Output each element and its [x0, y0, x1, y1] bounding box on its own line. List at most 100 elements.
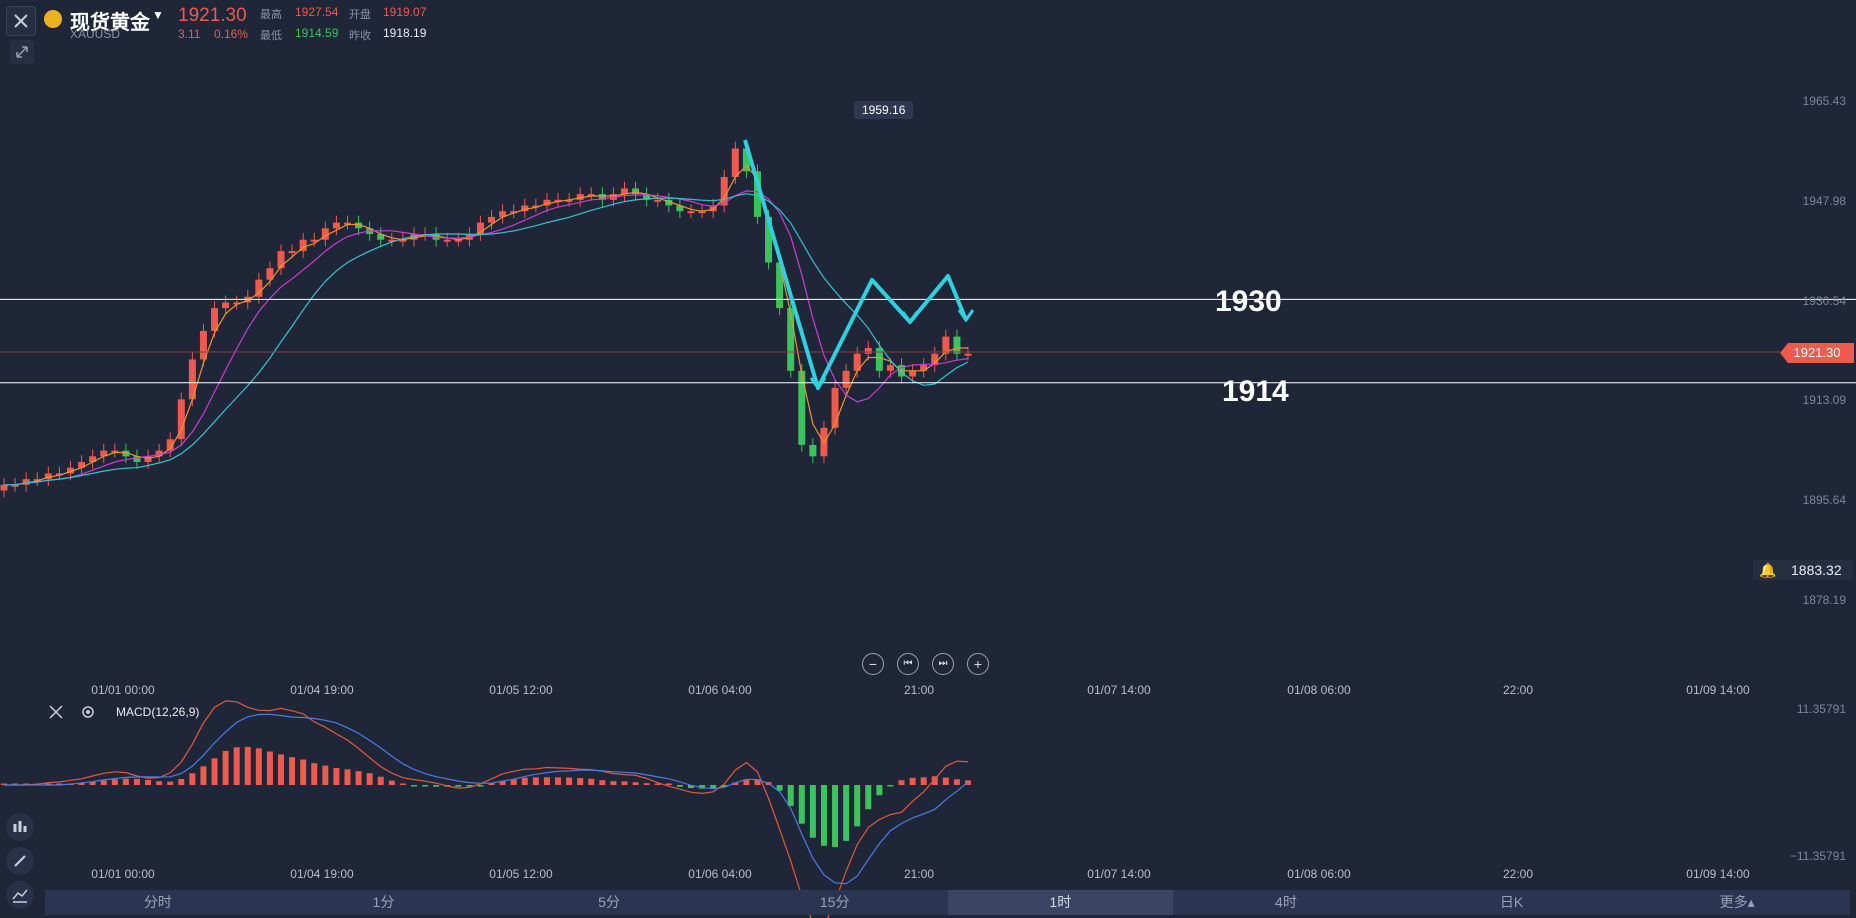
open-value: 1919.07: [383, 5, 427, 19]
indicator-button[interactable]: [6, 813, 34, 841]
macd-bar: [854, 785, 861, 827]
indicator-settings-button[interactable]: [80, 704, 96, 720]
candle-body: [842, 370, 850, 388]
x-tick: 01/09 14:00: [1686, 867, 1750, 881]
y-tick: 1913.09: [1802, 393, 1846, 407]
candle-body: [676, 205, 684, 212]
candle-body: [443, 239, 451, 242]
candle-body: [698, 211, 706, 214]
x-tick: 21:00: [903, 683, 935, 697]
macd-bar: [521, 777, 528, 785]
dropdown-caret-icon[interactable]: ▼: [152, 8, 164, 22]
zoom-out-button[interactable]: −: [862, 653, 884, 675]
close-indicator-button[interactable]: [48, 704, 64, 720]
candle-body: [410, 234, 418, 240]
jump-first-button[interactable]: ⏮: [897, 653, 919, 675]
x-tick: 21:00: [903, 867, 935, 881]
macd-bar: [133, 778, 140, 785]
bell-icon: 🔔: [1759, 562, 1777, 578]
arrow-head: [809, 377, 827, 391]
macd-bar: [787, 785, 794, 807]
candle-body: [89, 456, 97, 463]
jump-last-button[interactable]: ⏭: [932, 653, 954, 675]
close-icon: [14, 14, 28, 28]
x-tick: 01/04 19:00: [290, 867, 354, 881]
high-label: 最高: [260, 9, 282, 21]
chart-style-button[interactable]: [6, 881, 34, 909]
x-tick: 01/01 00:00: [91, 867, 155, 881]
tab-5min[interactable]: 5分: [598, 894, 620, 910]
candle-body: [332, 222, 340, 229]
macd-bar: [56, 783, 63, 785]
macd-bar: [178, 779, 185, 785]
y-tick: 1930.54: [1802, 294, 1846, 308]
candle-body: [709, 205, 717, 212]
macd-bar: [887, 785, 894, 787]
symbol-name[interactable]: 现货黄金: [70, 12, 150, 34]
candle-body: [521, 205, 529, 212]
candle-body: [133, 456, 141, 463]
macd-bar: [122, 778, 129, 785]
macd-bar: [566, 777, 573, 785]
macd-bar: [732, 782, 739, 785]
macd-bar: [721, 785, 728, 787]
tab-1hour[interactable]: 1时: [947, 890, 1174, 915]
macd-bar: [422, 785, 429, 787]
tab-time-share[interactable]: 分时: [143, 894, 172, 910]
low-label: 最低: [260, 30, 282, 42]
candle-body: [388, 239, 396, 242]
macd-dea-line: [4, 713, 969, 885]
macd-bar: [488, 783, 495, 785]
macd-bar: [543, 777, 550, 785]
candle-body: [720, 177, 728, 206]
close-button[interactable]: [6, 6, 36, 36]
x-tick: 01/05 12:00: [489, 867, 553, 881]
macd-bar: [12, 783, 19, 785]
macd-bar: [610, 781, 617, 785]
candle-body: [499, 211, 507, 217]
indicator-icon: [13, 821, 27, 832]
tab-15min[interactable]: 15分: [819, 894, 850, 910]
candle-body: [853, 353, 861, 371]
settings-gear-icon: [82, 706, 94, 718]
candle-body: [288, 251, 296, 254]
macd-bar: [255, 748, 262, 785]
macd-bar: [111, 779, 118, 785]
candle-body: [576, 194, 584, 200]
macd-bar: [632, 782, 639, 785]
macd-bar: [710, 785, 717, 790]
price-alert[interactable]: 🔔 1883.32: [1753, 560, 1853, 580]
macd-bar: [355, 771, 362, 785]
candle-body: [211, 308, 219, 331]
draw-button[interactable]: [6, 847, 34, 875]
candle-body: [864, 348, 872, 354]
macd-y-max: 11.35791: [1796, 702, 1846, 716]
tab-4hour[interactable]: 4时: [1275, 894, 1297, 910]
tab-daily[interactable]: 日K: [1499, 894, 1524, 910]
collapse-button[interactable]: [10, 40, 34, 64]
candle-body: [831, 387, 839, 428]
tab-1min[interactable]: 1分: [372, 894, 395, 910]
candle-body: [787, 308, 795, 371]
macd-bar: [1, 783, 7, 785]
tab-more[interactable]: 更多▴: [1719, 894, 1755, 910]
macd-bar: [23, 783, 30, 785]
candle-body: [55, 473, 63, 476]
candle-body: [255, 279, 263, 297]
candle-body: [598, 194, 606, 200]
candle-body: [166, 439, 174, 451]
x-tick: 01/08 06:00: [1287, 867, 1351, 881]
x-tick: 01/07 14:00: [1087, 867, 1151, 881]
macd-bar: [266, 751, 273, 785]
prev-close-label: 昨收: [349, 30, 371, 42]
macd-bar: [931, 776, 938, 785]
macd-bar: [189, 773, 196, 785]
zoom-in-button[interactable]: +: [967, 653, 989, 675]
candle-body: [654, 199, 662, 202]
line-chart-icon: [12, 889, 28, 903]
candle-body: [687, 211, 695, 214]
macd-bar: [388, 780, 395, 785]
macd-bar: [78, 782, 85, 785]
candle-body: [798, 370, 806, 445]
